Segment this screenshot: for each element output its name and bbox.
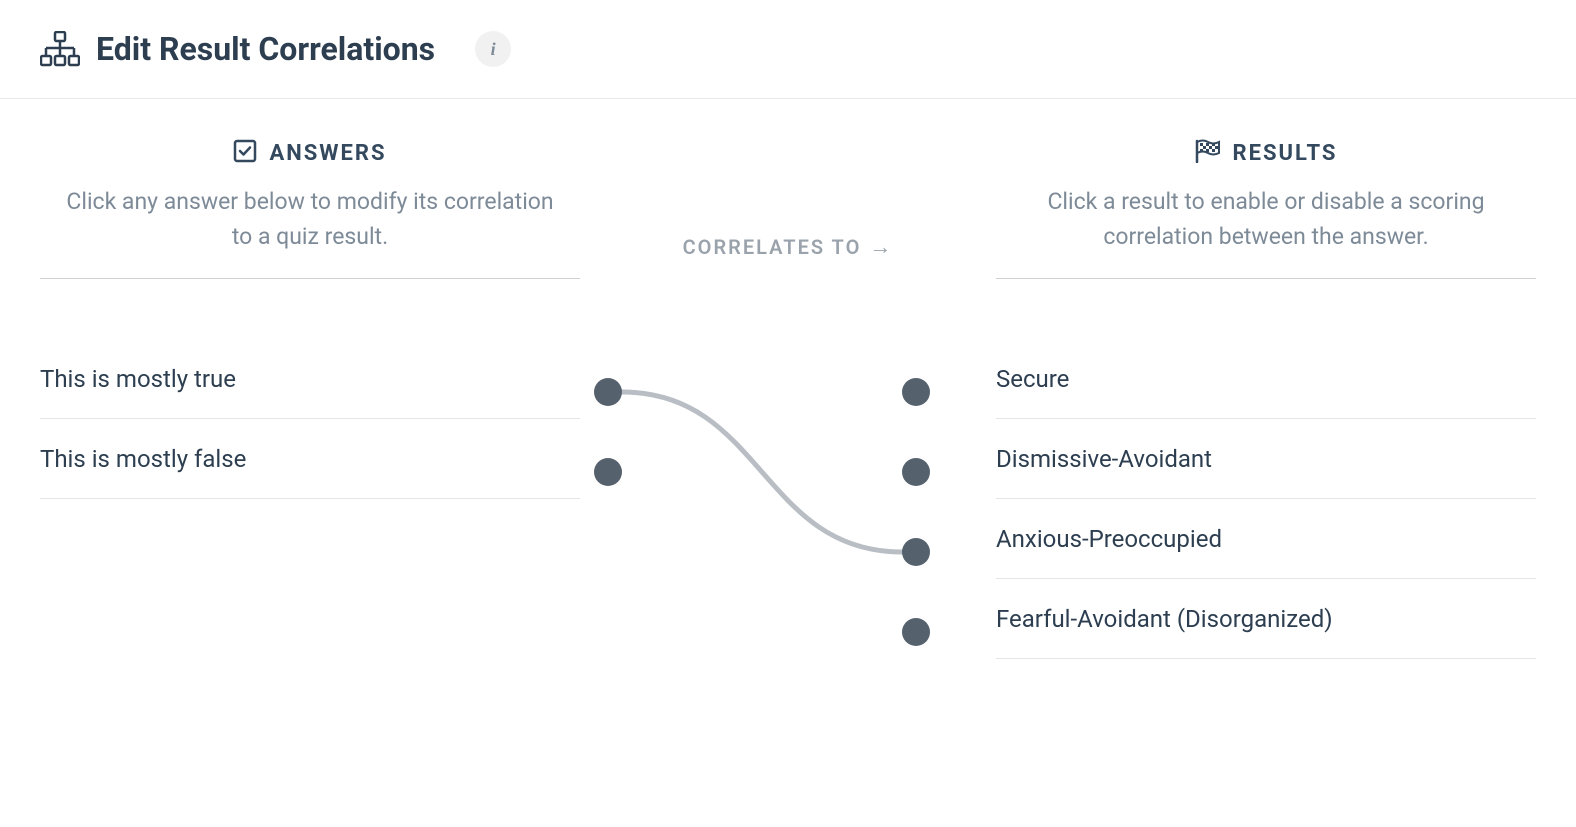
results-title: RESULTS <box>1233 141 1338 166</box>
middle-column: CORRELATES TO → <box>580 139 996 659</box>
result-item[interactable]: Secure <box>996 339 1536 419</box>
correlates-label: CORRELATES TO → <box>683 234 894 260</box>
answer-node[interactable] <box>594 458 622 486</box>
info-icon[interactable]: i <box>475 31 511 67</box>
results-list: Secure Dismissive-Avoidant Anxious-Preoc… <box>996 339 1536 659</box>
answer-item[interactable]: This is mostly false <box>40 419 580 499</box>
content-area: ANSWERS Click any answer below to modify… <box>0 99 1576 699</box>
result-node[interactable] <box>902 458 930 486</box>
answers-title: ANSWERS <box>269 141 386 166</box>
result-item[interactable]: Fearful-Avoidant (Disorganized) <box>996 579 1536 659</box>
answers-column: ANSWERS Click any answer below to modify… <box>40 139 580 659</box>
result-label: Dismissive-Avoidant <box>996 445 1536 473</box>
results-header: RESULTS Click a result to enable or disa… <box>996 139 1536 279</box>
answers-header: ANSWERS Click any answer below to modify… <box>40 139 580 279</box>
result-label: Anxious-Preoccupied <box>996 525 1536 553</box>
correlates-text: CORRELATES TO <box>683 235 862 259</box>
result-node[interactable] <box>902 618 930 646</box>
result-item[interactable]: Dismissive-Avoidant <box>996 419 1536 499</box>
page-title: Edit Result Correlations <box>96 30 435 68</box>
answers-list: This is mostly true This is mostly false <box>40 339 580 499</box>
results-description: Click a result to enable or disable a sc… <box>996 185 1536 254</box>
result-item[interactable]: Anxious-Preoccupied <box>996 499 1536 579</box>
answer-label: This is mostly false <box>40 445 580 473</box>
answers-description: Click any answer below to modify its cor… <box>40 185 580 254</box>
answer-node[interactable] <box>594 378 622 406</box>
hierarchy-icon <box>40 31 80 67</box>
result-node[interactable] <box>902 538 930 566</box>
result-node[interactable] <box>902 378 930 406</box>
answer-item[interactable]: This is mostly true <box>40 339 580 419</box>
answers-title-row: ANSWERS <box>40 139 580 167</box>
results-column: RESULTS Click a result to enable or disa… <box>996 139 1536 659</box>
result-label: Fearful-Avoidant (Disorganized) <box>996 605 1536 633</box>
arrow-right-icon: → <box>869 234 893 260</box>
flag-icon <box>1195 139 1221 167</box>
page-header: Edit Result Correlations i <box>0 0 1576 99</box>
result-label: Secure <box>996 365 1536 393</box>
checkbox-icon <box>233 139 257 167</box>
answer-label: This is mostly true <box>40 365 580 393</box>
results-title-row: RESULTS <box>996 139 1536 167</box>
